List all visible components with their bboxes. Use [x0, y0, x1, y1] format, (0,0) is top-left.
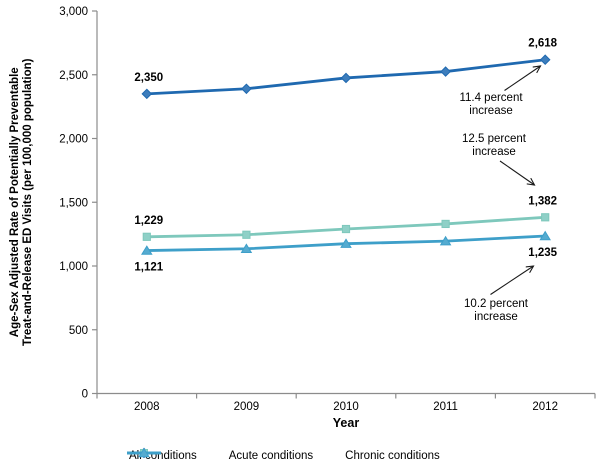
data-point-marker-acute-conditions [541, 213, 550, 222]
data-point-marker-all-conditions [440, 66, 451, 77]
series-chronic-conditions: 1,121 1,235 [134, 230, 558, 274]
data-point-marker-chronic-conditions [141, 245, 153, 255]
data-label-first-chronic-conditions: 1,121 [134, 262, 163, 274]
y-axis-tick-label: 500 [69, 325, 88, 337]
data-point-marker-all-conditions [141, 88, 153, 100]
y-axis-title-line: Treat-and-Release ED Visits (per 100,000… [22, 58, 34, 346]
annotation-text-line: 11.4 percent [459, 92, 523, 104]
x-axis-title: Year [333, 416, 360, 430]
legend-label: Chronic conditions [345, 450, 440, 462]
annotation-arrow-0 [504, 65, 542, 91]
data-point-marker-acute-conditions [142, 232, 151, 241]
annotation-arrow-1 [499, 160, 536, 186]
data-point-marker-chronic-conditions [439, 235, 452, 246]
data-label-last-acute-conditions: 1,382 [528, 195, 557, 207]
legend-marker-triangle-icon [127, 447, 161, 458]
annotation-text-line: increase [474, 310, 518, 323]
annotation-text-line: 12.5 percent [462, 133, 526, 145]
annotation-arrow-2 [490, 265, 535, 295]
y-axis-title: Age-Sex Adjusted Rate of Potentially Pre… [9, 58, 34, 346]
annotation-acute-conditions-increase: 12.5 percent increase [442, 133, 546, 158]
y-axis-tick-label: 3,000 [59, 6, 88, 18]
data-label-last-all-conditions: 2,618 [528, 38, 557, 50]
x-axis-tick-label: 2011 [433, 401, 458, 413]
data-point-marker-all-conditions [539, 54, 551, 66]
legend-marker [138, 447, 150, 458]
y-axis-tick-label: 2,000 [59, 134, 88, 146]
annotation-text-line: increase [469, 104, 513, 117]
annotation-text-line: increase [472, 145, 516, 158]
legend-label: Acute conditions [228, 450, 314, 462]
legend-item-acute-conditions: Acute conditions [127, 449, 314, 462]
series-acute-conditions: 1,229 1,382 [134, 195, 557, 241]
data-point-marker-acute-conditions [341, 224, 351, 234]
y-axis-tick-label: 0 [82, 389, 88, 401]
data-point-marker-chronic-conditions [240, 243, 253, 253]
data-point-marker-acute-conditions [441, 219, 450, 229]
x-axis-tick-label: 2009 [234, 401, 260, 413]
series-all-conditions: 2,350 2,618 [134, 38, 558, 100]
data-label-first-acute-conditions: 1,229 [134, 215, 163, 227]
data-point-marker-chronic-conditions [539, 230, 551, 241]
data-label-first-all-conditions: 2,350 [134, 72, 163, 84]
annotation-chronic-conditions-increase: 10.2 percent increase [444, 298, 548, 323]
data-point-marker-all-conditions [340, 72, 352, 84]
data-point-marker-acute-conditions [242, 230, 251, 239]
y-axis-tick-label: 2,500 [59, 70, 88, 82]
x-axis-tick-label: 2012 [532, 401, 558, 413]
y-axis-title-line: Age-Sex Adjusted Rate of Potentially Pre… [9, 67, 21, 337]
x-axis-tick-label: 2008 [134, 401, 160, 413]
y-axis-tick-label: 1,500 [59, 197, 88, 209]
data-point-marker-chronic-conditions [340, 238, 352, 248]
chart-legend: All conditions Acute conditions Chronic co… [127, 447, 440, 465]
annotation-all-conditions-increase: 11.4 percent increase [439, 92, 543, 117]
data-point-marker-all-conditions [241, 83, 252, 95]
y-axis-tick-label: 1,000 [59, 261, 88, 273]
data-label-last-chronic-conditions: 1,235 [528, 247, 557, 259]
x-axis-tick-label: 2010 [333, 401, 359, 413]
annotation-text-line: 10.2 percent [464, 298, 528, 310]
legend-item-chronic-conditions: Chronic conditions [127, 447, 440, 462]
